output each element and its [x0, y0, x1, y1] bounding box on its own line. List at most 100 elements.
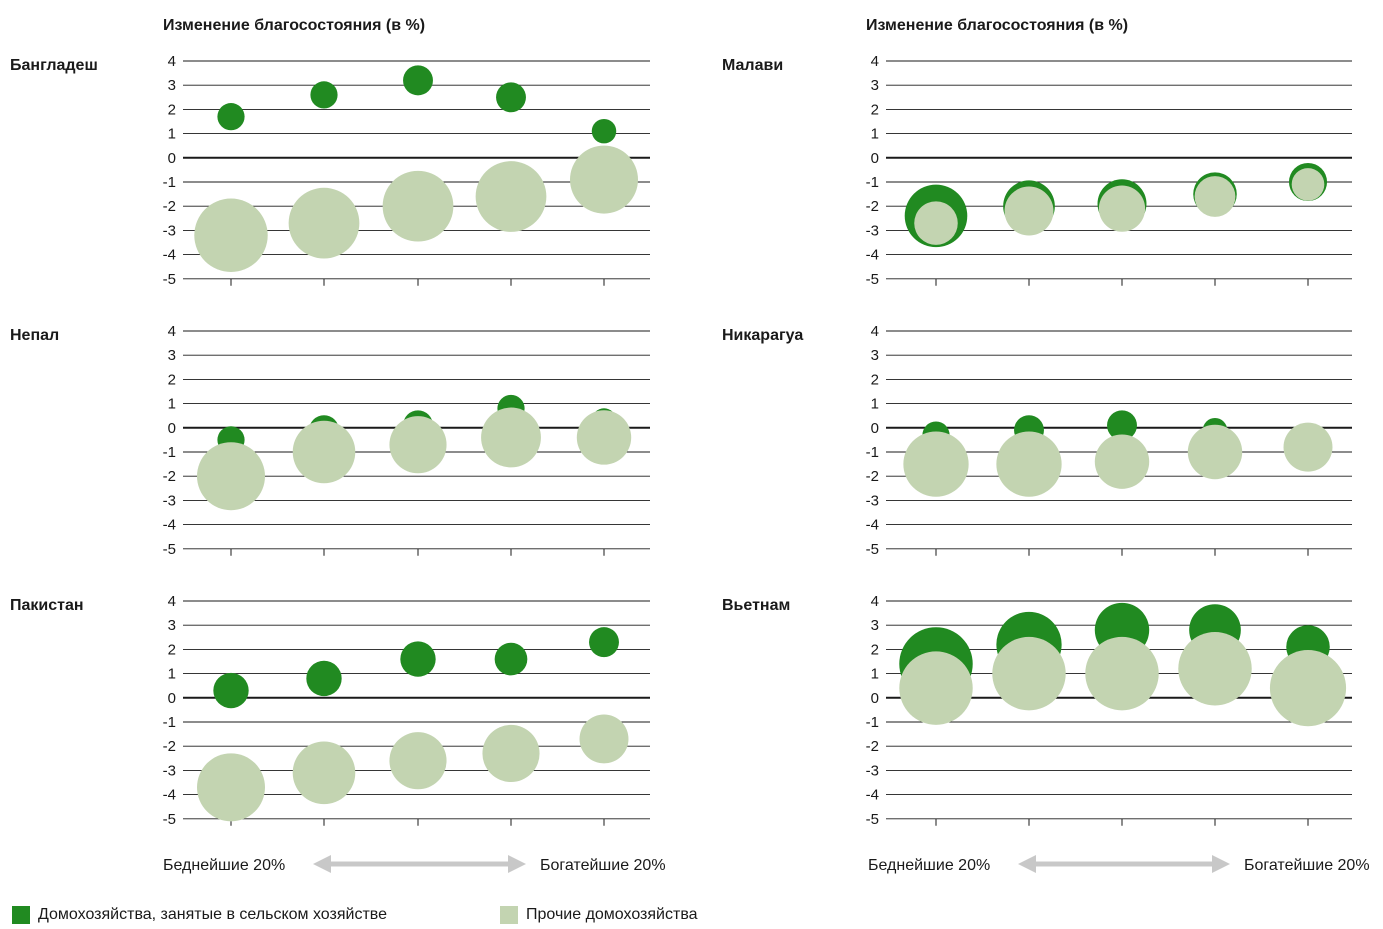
panel-1-y-tick-label: 4	[871, 53, 879, 70]
panel-3-other-bubble	[1283, 422, 1333, 472]
panel-2-y-tick-label: 4	[168, 323, 176, 340]
panel-2-other-bubble	[389, 416, 447, 474]
panel-0-y-tick-label: -4	[163, 247, 176, 264]
panel-5-y-tick-label: -5	[866, 811, 879, 828]
panel-5-other-bubble	[1085, 636, 1159, 711]
panel-4-y-tick-label: -3	[163, 762, 176, 779]
panel-4-y-tick-label: -2	[163, 738, 176, 755]
panel-0-y-tick-label: -1	[163, 174, 176, 191]
panel-1-y-tick-label: 2	[871, 101, 879, 118]
panel-0-agri-bubble	[310, 81, 338, 109]
panel-2-y-tick-label: 0	[168, 420, 176, 437]
panel-4-y-tick-label: -5	[163, 811, 176, 828]
panel-1-other-bubble	[1004, 186, 1054, 236]
panel-5-other-bubble	[992, 636, 1066, 711]
panel-5-y-tick-label: -4	[866, 787, 879, 804]
x-axis-right-label-1: Богатейшие 20%	[1244, 857, 1370, 874]
column-title-0: Изменение благосостояния (в %)	[163, 17, 425, 34]
panel-2-y-tick-label: -5	[163, 541, 176, 558]
panel-1-other-bubble	[1291, 168, 1325, 201]
legend-item-agri: Домохозяйства, занятые в сельском хозяйс…	[12, 906, 387, 924]
panel-4-other-bubble	[482, 724, 540, 783]
panel-4-y-tick-label: 1	[168, 666, 176, 683]
panel-1-other-bubble	[1098, 185, 1146, 232]
panel-0-y-tick-label: -3	[163, 222, 176, 239]
panel-3-y-tick-label: 1	[871, 396, 879, 413]
panel-2-other-bubble	[576, 410, 632, 465]
legend-swatch-other	[500, 906, 518, 924]
panel-0-y-tick-label: -2	[163, 198, 176, 215]
panel-2-y-tick-label: -2	[163, 468, 176, 485]
panel-4-agri-bubble	[306, 660, 342, 697]
x-axis-arrow-left-head-0	[313, 855, 331, 873]
panel-5-y-tick-label: -3	[866, 762, 879, 779]
panel-0-other-bubble	[382, 170, 454, 242]
panel-0-y-tick-label: 4	[168, 53, 176, 70]
panel-2-y-tick-label: -1	[163, 444, 176, 461]
panel-1-other-bubble	[914, 201, 958, 245]
panel-2-y-tick-label: 3	[168, 347, 176, 364]
panel-5-y-tick-label: 3	[871, 617, 879, 634]
panel-0-y-tick-label: -5	[163, 271, 176, 288]
panel-2-other-bubble	[481, 407, 541, 468]
panel-2-y-tick-label: -3	[163, 492, 176, 509]
panel-4-agri-bubble	[213, 672, 249, 709]
panel-1-y-tick-label: -4	[866, 247, 879, 264]
column-title-1: Изменение благосостояния (в %)	[866, 17, 1128, 34]
panel-0-agri-bubble	[591, 118, 617, 144]
panel-5-other-bubble	[1269, 650, 1347, 727]
panel-3-y-tick-label: 3	[871, 347, 879, 364]
panel-4-agri-bubble	[589, 627, 619, 658]
panel-1-y-tick-label: 3	[871, 77, 879, 94]
legend-item-other: Прочие домохозяйства	[500, 906, 698, 924]
panel-0-agri-bubble	[217, 103, 245, 131]
panel-1-country-label: Малави	[722, 57, 783, 74]
panel-0-other-bubble	[570, 145, 638, 214]
panel-1-y-tick-label: 1	[871, 126, 879, 143]
panel-3-y-tick-label: -5	[866, 541, 879, 558]
panel-0-country-label: Бангладеш	[10, 57, 98, 74]
panel-3-country-label: Никарагуа	[722, 327, 803, 344]
x-axis-arrow-left-head-1	[1018, 855, 1036, 873]
panel-4-country-label: Пакистан	[10, 597, 84, 614]
panel-4-other-bubble	[197, 753, 265, 822]
panel-4-y-tick-label: 4	[168, 593, 176, 610]
panel-1-other-bubble	[1194, 176, 1236, 217]
panel-0-agri-bubble	[496, 82, 526, 113]
panel-5-y-tick-label: 2	[871, 641, 879, 658]
x-axis-right-label-0: Богатейшие 20%	[540, 857, 666, 874]
panel-0-y-tick-label: 1	[168, 126, 176, 143]
x-axis-arrow-right-head-1	[1212, 855, 1230, 873]
panel-4-agri-bubble	[400, 641, 436, 677]
panel-0-y-tick-label: 3	[168, 77, 176, 94]
panel-4-other-bubble	[579, 714, 629, 764]
panel-2-y-tick-label: -4	[163, 517, 176, 534]
panel-4-y-tick-label: -1	[163, 714, 176, 731]
panel-3-y-tick-label: 4	[871, 323, 879, 340]
legend-swatch-agri	[12, 906, 30, 924]
panel-0-y-tick-label: 0	[168, 150, 176, 167]
panel-2-country-label: Непал	[10, 327, 59, 344]
panel-4-y-tick-label: 0	[168, 690, 176, 707]
panel-5-y-tick-label: -1	[866, 714, 879, 731]
panel-4-agri-bubble	[494, 642, 528, 676]
panel-2-other-bubble	[197, 442, 265, 511]
panel-2-other-bubble	[292, 420, 356, 484]
panel-5-y-tick-label: 4	[871, 593, 879, 610]
panel-4-y-tick-label: 2	[168, 641, 176, 658]
panel-2-y-tick-label: 2	[168, 371, 176, 388]
panel-4-y-tick-label: -4	[163, 787, 176, 804]
legend-label-other: Прочие домохозяйства	[526, 906, 698, 923]
panel-0-other-bubble	[288, 187, 360, 259]
panel-1-y-tick-label: -3	[866, 222, 879, 239]
panel-4-y-tick-label: 3	[168, 617, 176, 634]
panel-1-y-tick-label: 0	[871, 150, 879, 167]
panel-3-y-tick-label: -1	[866, 444, 879, 461]
panel-3-other-bubble	[903, 431, 969, 497]
x-axis-arrow-right-head-0	[508, 855, 526, 873]
panel-5-y-tick-label: 1	[871, 666, 879, 683]
panel-5-country-label: Вьетнам	[722, 597, 790, 614]
panel-5-y-tick-label: 0	[871, 690, 879, 707]
panel-2-y-tick-label: 1	[168, 396, 176, 413]
panel-3-y-tick-label: 0	[871, 420, 879, 437]
